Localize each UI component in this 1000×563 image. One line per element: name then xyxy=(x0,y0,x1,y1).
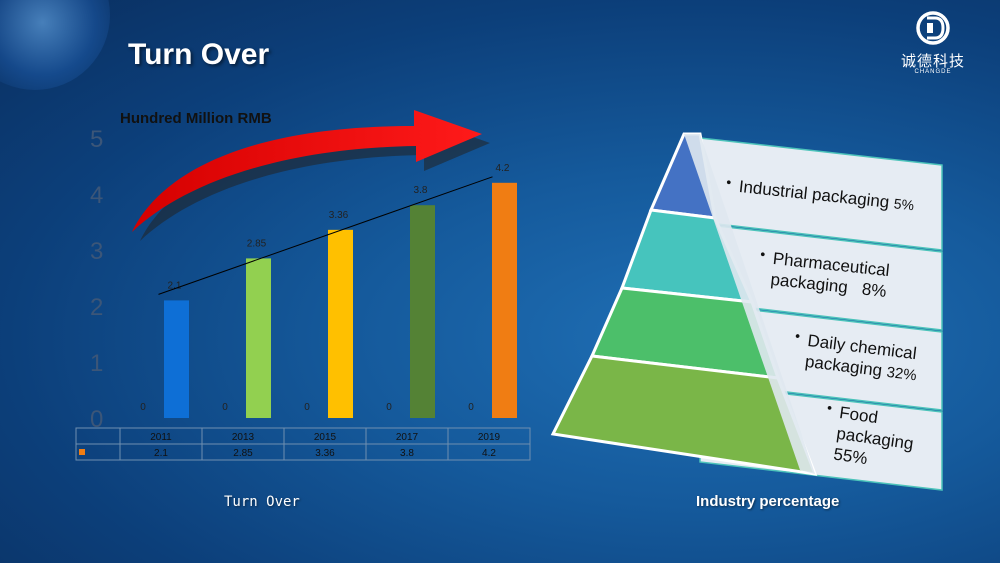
y-tick-label: 1 xyxy=(90,350,103,377)
label-food-pct: 55% xyxy=(832,444,869,469)
bar-value-label: 3.36 xyxy=(329,210,349,221)
label-pharmaceutical-pct: 8% xyxy=(860,279,888,301)
y-tick-label: 2 xyxy=(90,294,103,321)
table-value-cell: 4.2 xyxy=(482,448,496,459)
y-tick-label: 0 xyxy=(90,406,103,433)
table-value-cell: 3.8 xyxy=(400,448,414,459)
label-daily-chemical-pct: 32% xyxy=(885,363,918,385)
logo-mark-icon xyxy=(916,11,950,45)
table-value-cell: 2.85 xyxy=(233,448,253,459)
logo-chinese-text: 诚德科技 xyxy=(900,53,965,70)
table-value-cell: 3.36 xyxy=(315,448,335,459)
table-value-cell: 2.1 xyxy=(154,448,168,459)
zero-value-label: 0 xyxy=(386,402,392,413)
zero-value-label: 0 xyxy=(140,402,146,413)
company-logo: 诚德科技 CHANGDE xyxy=(893,10,973,80)
page-title: Turn Over xyxy=(128,38,270,71)
bar-value-label: 3.8 xyxy=(414,185,428,196)
zero-value-label: 0 xyxy=(468,402,474,413)
bar-value-label: 2.1 xyxy=(168,280,182,291)
bar-value-label: 2.85 xyxy=(247,238,267,249)
bar-2011 xyxy=(164,300,189,418)
logo-english-text: CHANGDE xyxy=(914,69,952,75)
y-tick-label: 4 xyxy=(90,182,103,209)
bar-2015 xyxy=(328,229,353,418)
chart-unit-label: Hundred Million RMB xyxy=(120,110,272,127)
chart-caption: Turn Over xyxy=(224,494,300,510)
bar-2017 xyxy=(410,205,435,418)
bar-value-label: 4.2 xyxy=(496,163,510,174)
table-header-cell: 2019 xyxy=(478,432,501,443)
zero-value-label: 0 xyxy=(304,402,310,413)
bar-2013 xyxy=(246,258,271,418)
y-tick-label: 3 xyxy=(90,238,103,265)
table-header-cell: 2013 xyxy=(232,432,255,443)
bar-2019 xyxy=(492,182,517,418)
pyramid-side-face xyxy=(684,134,815,474)
pyramid-caption: Industry percentage xyxy=(696,493,840,510)
label-food: • Food packaging 55% xyxy=(826,399,915,469)
y-tick-label: 5 xyxy=(90,126,103,153)
table-header-cell: 2015 xyxy=(314,432,337,443)
label-industrial-pct: 5% xyxy=(893,195,915,214)
series-legend-key xyxy=(79,449,85,455)
trendline xyxy=(158,176,493,295)
table-header-cell: 2017 xyxy=(396,432,419,443)
zero-value-label: 0 xyxy=(222,402,228,413)
growth-arrow-icon xyxy=(132,110,490,241)
label-food-line1: Food xyxy=(838,402,880,428)
table-header-cell: 2011 xyxy=(150,432,172,443)
